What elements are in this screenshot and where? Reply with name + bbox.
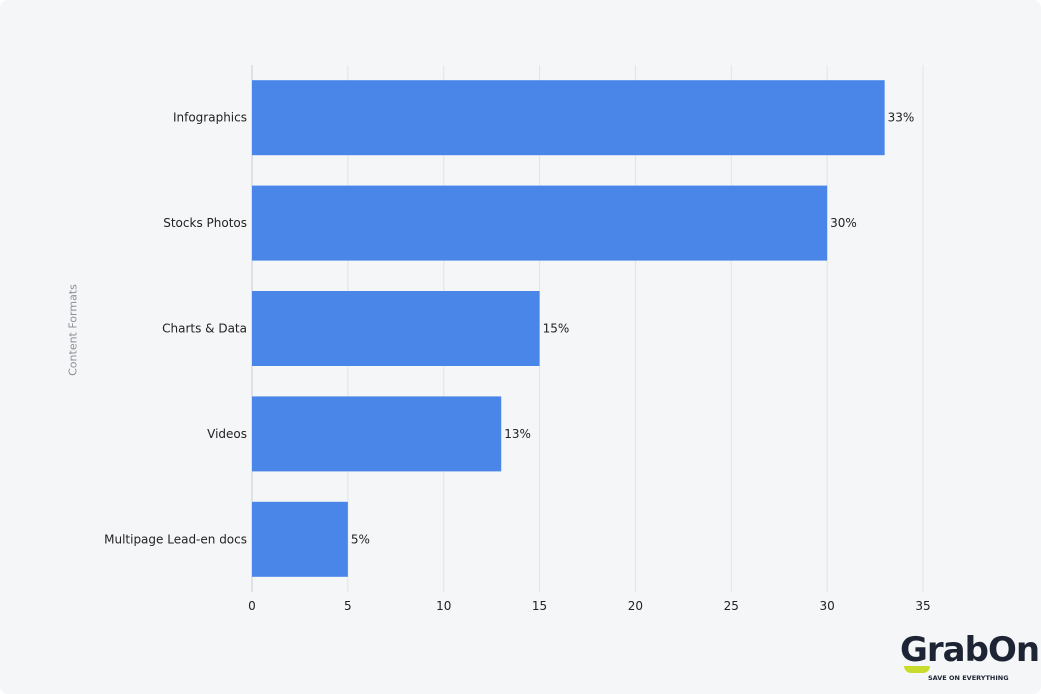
bar — [252, 501, 348, 577]
x-tick-label: 0 — [248, 599, 256, 613]
x-tick-label: 10 — [436, 599, 451, 613]
data-label: 13% — [504, 427, 531, 441]
data-label: 30% — [830, 216, 857, 230]
bar — [252, 291, 540, 366]
bar — [252, 185, 828, 261]
bar — [252, 396, 502, 472]
data-label: 5% — [351, 532, 370, 546]
x-tick-label: 35 — [915, 599, 930, 613]
logo-swoosh — [904, 666, 930, 673]
logo-tagline: SAVE ON EVERYTHING — [928, 674, 1009, 682]
logo-name: GrabOn — [900, 630, 1040, 670]
category-label: Infographics — [173, 111, 247, 125]
category-label: Multipage Lead-en docs — [104, 532, 247, 546]
category-label: Charts & Data — [162, 322, 247, 336]
x-tick-label: 25 — [724, 599, 739, 613]
x-tick-label: 30 — [820, 599, 835, 613]
x-tick-label: 20 — [628, 599, 643, 613]
category-label: Videos — [207, 427, 247, 441]
bar — [252, 80, 885, 156]
x-tick-label: 15 — [532, 599, 547, 613]
category-label: Stocks Photos — [163, 216, 247, 230]
data-label: 33% — [888, 111, 915, 125]
y-axis-label: Content Formats — [66, 284, 80, 376]
x-tick-label: 5 — [344, 599, 352, 613]
data-label: 15% — [543, 322, 570, 336]
grabon-logo: GrabOn SAVE ON EVERYTHING — [900, 630, 1040, 682]
